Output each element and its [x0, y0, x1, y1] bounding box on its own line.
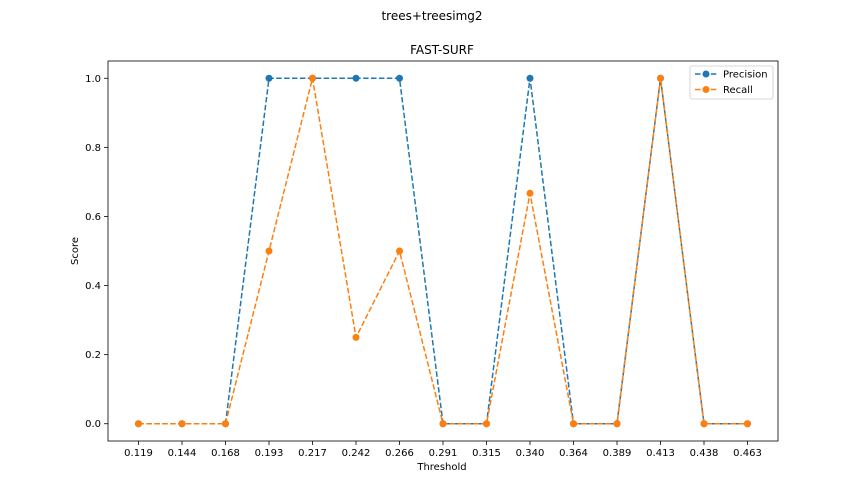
x-tick-label: 0.413 — [646, 448, 675, 459]
recall-point — [744, 420, 751, 428]
series-layer — [135, 74, 751, 428]
x-tick-label: 0.193 — [255, 448, 284, 459]
x-tick-label: 0.340 — [516, 448, 545, 459]
recall-point — [396, 247, 403, 255]
precision-point — [265, 74, 273, 82]
y-tick-label: 0.2 — [85, 350, 101, 361]
x-axis: 0.119 0.144 0.168 0.193 0.217 0.242 0.266 0.291… — [124, 441, 762, 459]
legend: Precision Recall — [689, 65, 774, 100]
recall-point — [483, 420, 490, 428]
plot-area — [107, 60, 779, 442]
recall-point — [222, 420, 229, 428]
recall-point — [700, 420, 708, 428]
x-tick-label: 0.463 — [733, 448, 762, 459]
x-tick-label: 0.291 — [429, 448, 458, 459]
x-axis-label: Threshold — [416, 462, 466, 473]
x-tick-label: 0.217 — [298, 448, 327, 459]
recall-point — [570, 420, 577, 428]
x-tick-label: 0.119 — [124, 448, 153, 459]
x-tick-label: 0.144 — [168, 448, 197, 459]
recall-point — [526, 189, 534, 197]
recall-point — [135, 420, 142, 428]
x-tick-label: 0.389 — [603, 448, 632, 459]
recall-point — [265, 247, 273, 255]
x-tick-label: 0.438 — [690, 448, 719, 459]
legend-recall-label: Recall — [723, 85, 753, 96]
recall-point — [439, 420, 447, 428]
x-tick-label: 0.266 — [385, 448, 414, 459]
figure-suptitle: trees+treesimg2 — [381, 9, 482, 23]
recall-point — [613, 420, 621, 428]
x-tick-label: 0.364 — [559, 448, 588, 459]
precision-point — [526, 74, 534, 82]
y-tick-label: 0.0 — [85, 419, 101, 430]
legend-precision-label: Precision — [723, 70, 768, 81]
y-axis-label: Score — [70, 237, 81, 265]
precision-point — [352, 74, 360, 82]
y-tick-label: 0.8 — [85, 143, 101, 154]
y-tick-label: 0.6 — [85, 212, 101, 223]
legend-box — [689, 65, 774, 100]
y-tick-label: 1.0 — [85, 74, 101, 85]
recall-point — [309, 74, 316, 82]
chart-title: FAST-SURF — [410, 43, 474, 57]
x-tick-label: 0.168 — [211, 448, 240, 459]
legend-recall-marker — [702, 86, 710, 93]
recall-point — [657, 74, 664, 82]
x-tick-label: 0.242 — [342, 448, 371, 459]
y-tick-label: 0.4 — [85, 281, 101, 292]
y-axis: 0.0 0.2 0.4 0.6 0.8 1.0 — [85, 74, 108, 430]
x-tick-label: 0.315 — [472, 448, 501, 459]
legend-precision-marker — [702, 70, 710, 78]
precision-point — [396, 74, 403, 82]
recall-point — [178, 420, 186, 428]
recall-point — [352, 333, 360, 341]
